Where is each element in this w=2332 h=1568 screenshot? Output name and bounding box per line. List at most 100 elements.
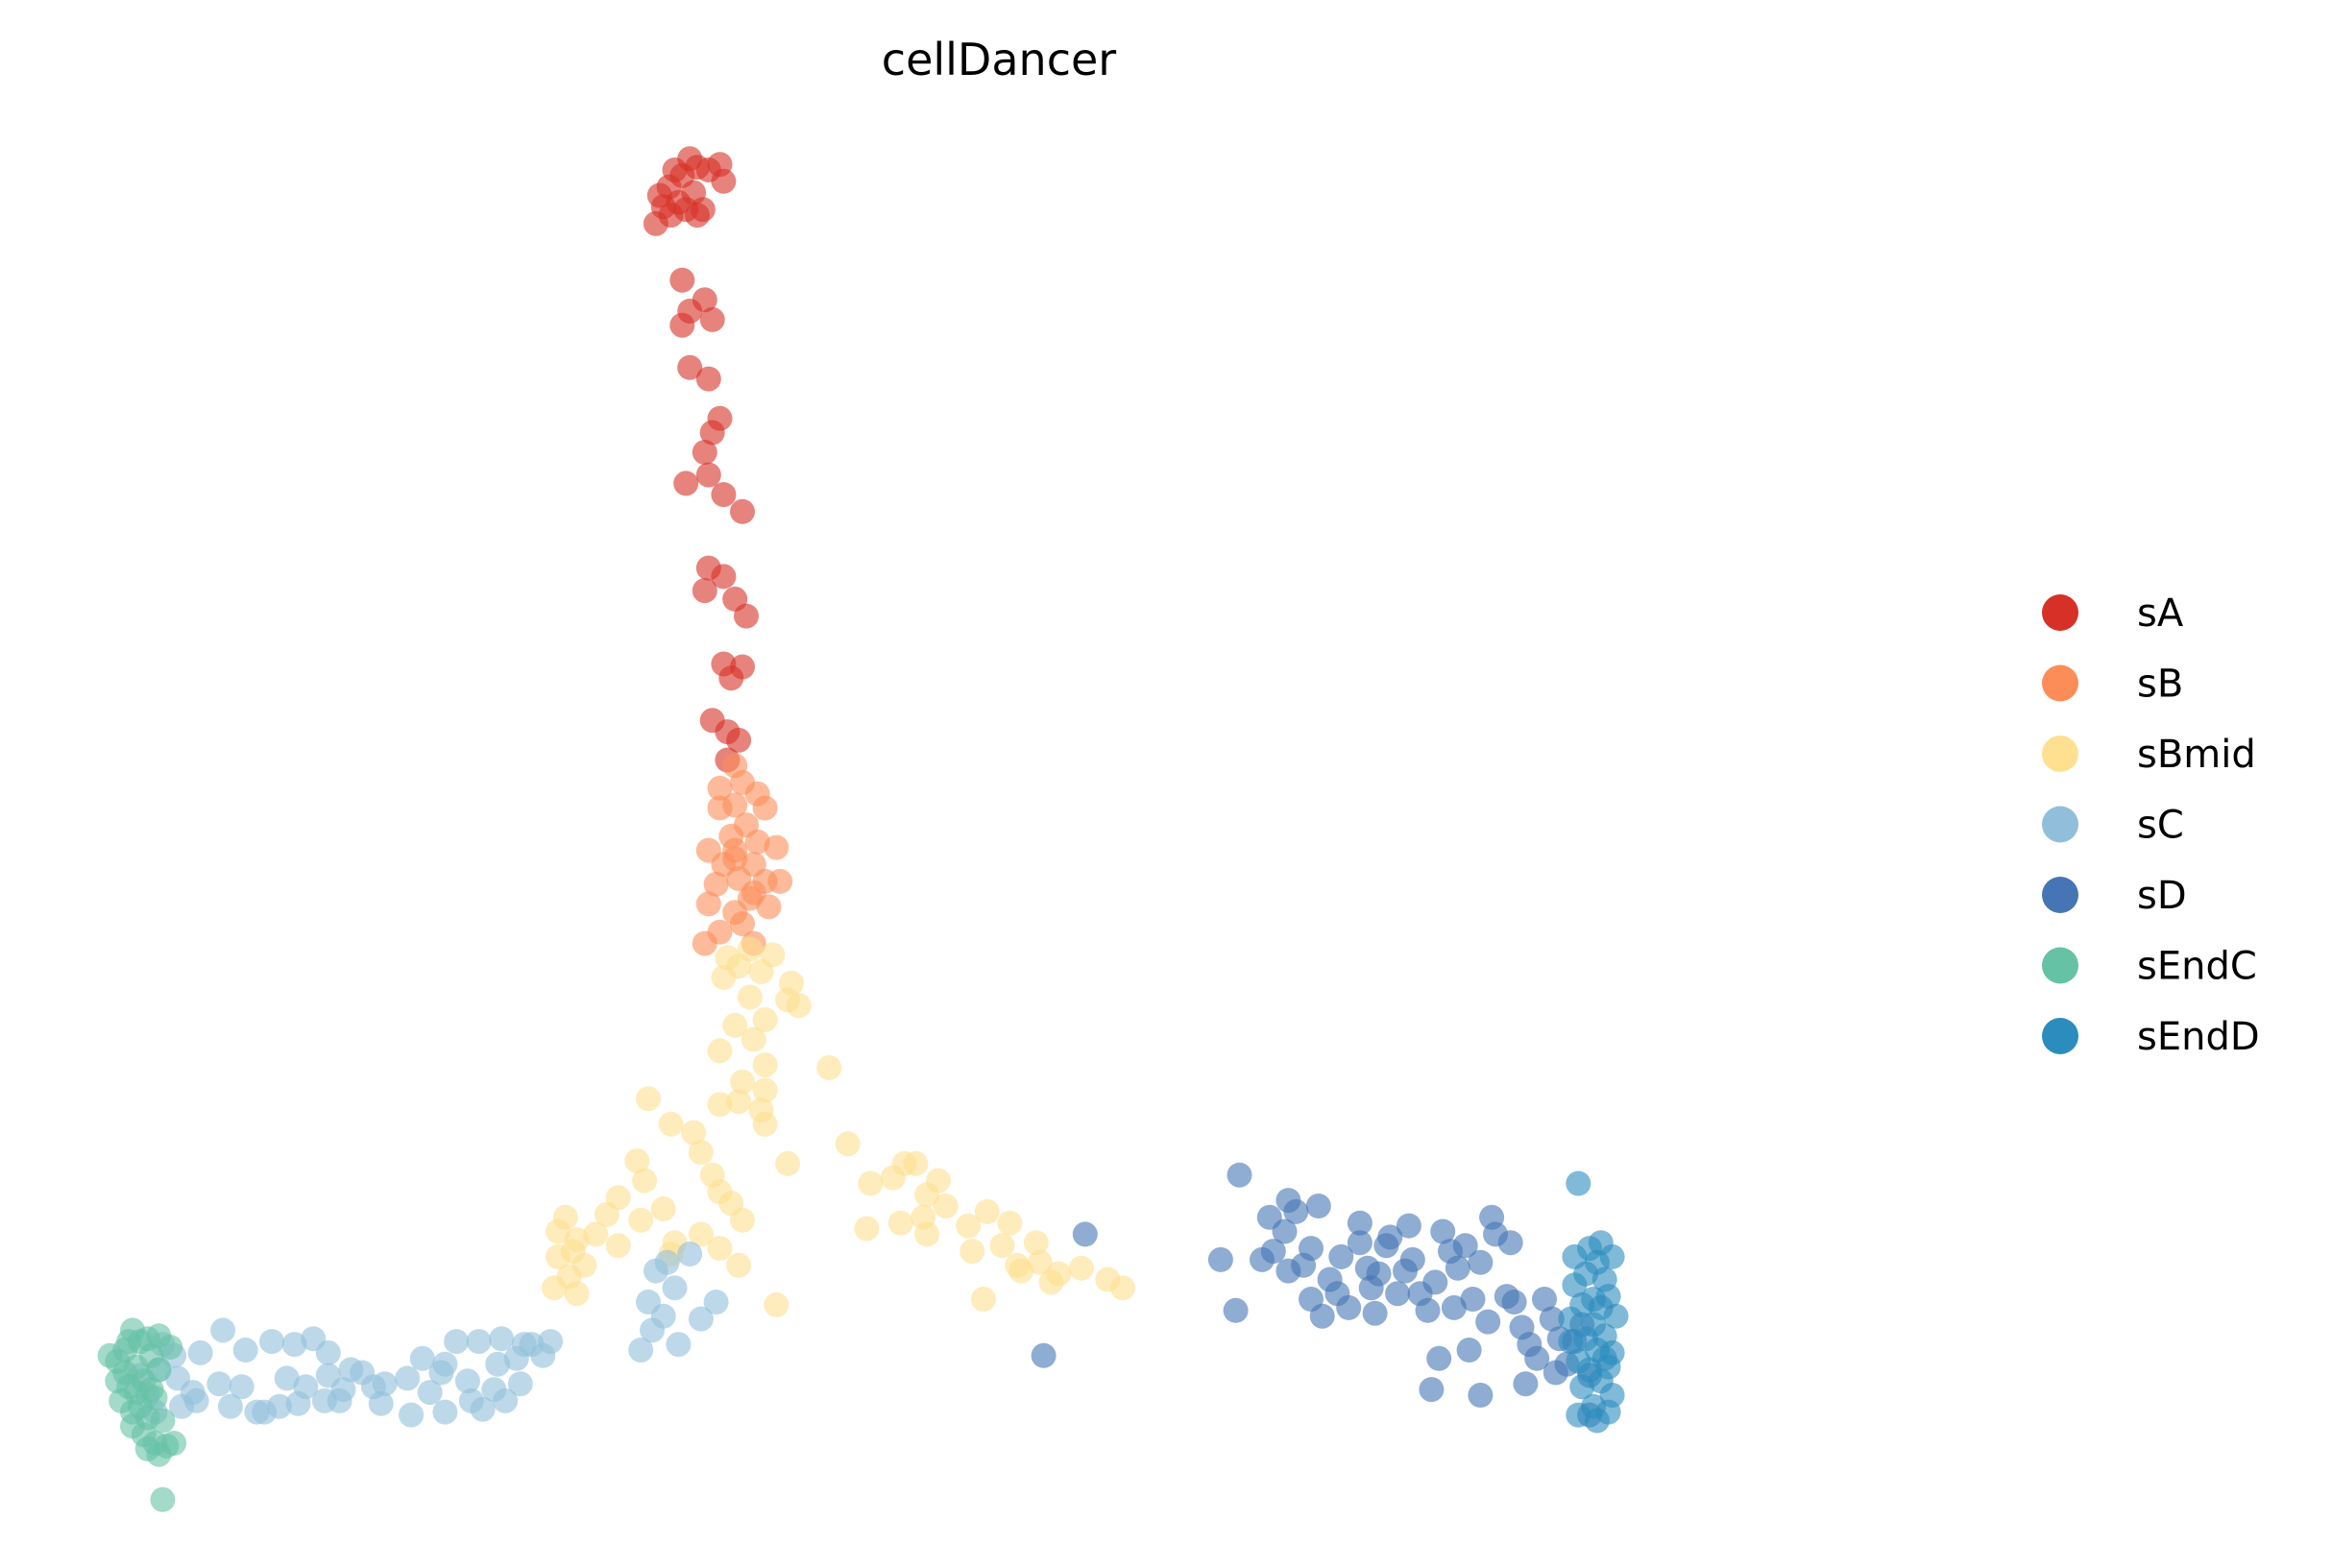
point-sA-30 — [730, 498, 755, 524]
point-sBmid-48 — [688, 1221, 714, 1247]
series-sB — [692, 753, 793, 956]
point-sA-23 — [695, 366, 721, 392]
point-sA-33 — [692, 578, 717, 604]
point-sD-61 — [1396, 1213, 1421, 1239]
point-sC-51 — [493, 1387, 519, 1413]
legend-item-sC: sC — [2042, 804, 2184, 848]
point-sBmid-22 — [636, 1086, 661, 1112]
point-sA-41 — [726, 727, 752, 753]
point-sBmid-16 — [816, 1055, 842, 1080]
point-sBmid-53 — [835, 1131, 861, 1157]
point-sBmid-7 — [737, 984, 763, 1010]
point-sD-29 — [1452, 1233, 1478, 1259]
point-sD-19 — [1377, 1224, 1403, 1250]
point-sD-62 — [1347, 1230, 1372, 1256]
point-sC-29 — [507, 1371, 533, 1397]
point-sD-31 — [1468, 1249, 1494, 1275]
point-sBmid-79 — [1008, 1258, 1034, 1284]
legend-marker-sC — [2042, 806, 2078, 843]
point-sB-28 — [741, 880, 766, 905]
point-sB-17 — [767, 868, 793, 894]
point-sD-63 — [1299, 1287, 1324, 1312]
point-sC-59 — [628, 1338, 654, 1363]
legend-label-sB: sB — [2137, 663, 2183, 707]
point-sC-7 — [259, 1329, 284, 1355]
point-sBmid-75 — [764, 1291, 789, 1317]
point-sA-14 — [711, 168, 737, 194]
point-sBmid-27 — [775, 1150, 801, 1176]
points-layer — [97, 146, 1629, 1512]
point-sC-50 — [470, 1396, 496, 1422]
point-sD-56 — [1419, 1377, 1445, 1403]
legend-item-sB: sB — [2042, 663, 2183, 707]
point-sD-54 — [1468, 1383, 1494, 1408]
point-sA-20 — [699, 306, 725, 332]
point-sBmid-12 — [741, 1026, 766, 1052]
point-sA-27 — [673, 470, 699, 496]
point-sC-27 — [454, 1368, 480, 1394]
point-sB-6 — [707, 795, 733, 821]
point-sBmid-36 — [583, 1221, 609, 1247]
point-sBmid-35 — [594, 1201, 619, 1227]
point-sBmid-73 — [1023, 1230, 1049, 1256]
point-sEndD-27 — [1558, 1329, 1584, 1355]
point-sC-5 — [210, 1317, 236, 1343]
point-sA-16 — [658, 203, 684, 229]
point-sD-13 — [1336, 1294, 1362, 1320]
point-sBmid-13 — [707, 1038, 733, 1064]
point-sD-50 — [1362, 1300, 1388, 1326]
point-sBmid-10 — [722, 1012, 748, 1038]
legend-item-sEndC: sEndC — [2042, 945, 2257, 989]
point-sA-10 — [662, 157, 688, 182]
point-sBmid-76 — [914, 1221, 940, 1247]
point-sEndD-31 — [1591, 1345, 1617, 1371]
point-sD-30 — [1460, 1287, 1486, 1312]
legend-label-sEndD: sEndD — [2137, 1015, 2260, 1059]
point-sD-0 — [1227, 1162, 1252, 1188]
point-sC-44 — [266, 1393, 292, 1419]
legend-item-sD: sD — [2042, 874, 2187, 918]
point-sC-22 — [489, 1326, 515, 1352]
point-sB-9 — [744, 829, 770, 855]
point-sD-65 — [1250, 1246, 1275, 1272]
point-sC-47 — [360, 1374, 386, 1400]
point-sA-29 — [711, 482, 737, 508]
point-sC-65 — [677, 1242, 703, 1266]
point-sD-17 — [1366, 1261, 1392, 1287]
point-sBmid-64 — [997, 1210, 1023, 1236]
point-sBmid-59 — [887, 1210, 913, 1236]
point-sB-27 — [722, 846, 748, 872]
point-sC-42 — [217, 1393, 243, 1419]
point-sD-24 — [1415, 1297, 1441, 1323]
point-sD-49 — [1479, 1204, 1505, 1230]
legend-marker-sEndD — [2042, 1018, 2078, 1054]
point-sD-46 — [1456, 1338, 1482, 1363]
point-sBmid-61 — [933, 1194, 959, 1218]
point-sBmid-50 — [726, 1252, 752, 1278]
point-sB-5 — [752, 795, 778, 821]
point-sC-11 — [274, 1365, 300, 1391]
point-sC-37 — [229, 1374, 255, 1400]
point-sD-14 — [1347, 1210, 1372, 1236]
point-sC-20 — [444, 1329, 470, 1355]
point-sD-9 — [1291, 1252, 1317, 1278]
point-sBmid-24 — [681, 1120, 707, 1146]
point-sA-17 — [669, 267, 695, 293]
point-sD-47 — [1441, 1294, 1467, 1320]
point-sC-43 — [244, 1399, 270, 1425]
point-sD-60 — [1497, 1230, 1523, 1256]
point-sD-38 — [1524, 1345, 1550, 1371]
point-sC-6 — [232, 1338, 258, 1363]
point-sA-22 — [677, 354, 703, 380]
point-sBmid-52 — [730, 1207, 755, 1233]
point-sD-1 — [1207, 1246, 1233, 1272]
point-sA-35 — [734, 603, 759, 629]
point-sC-45 — [311, 1387, 337, 1413]
point-sA-38 — [718, 665, 744, 691]
point-sBmid-63 — [974, 1198, 1000, 1224]
point-sC-46 — [338, 1357, 364, 1383]
legend-item-sBmid: sBmid — [2042, 733, 2256, 777]
point-sEndD-18 — [1562, 1272, 1588, 1298]
point-sD-40 — [1539, 1306, 1565, 1332]
